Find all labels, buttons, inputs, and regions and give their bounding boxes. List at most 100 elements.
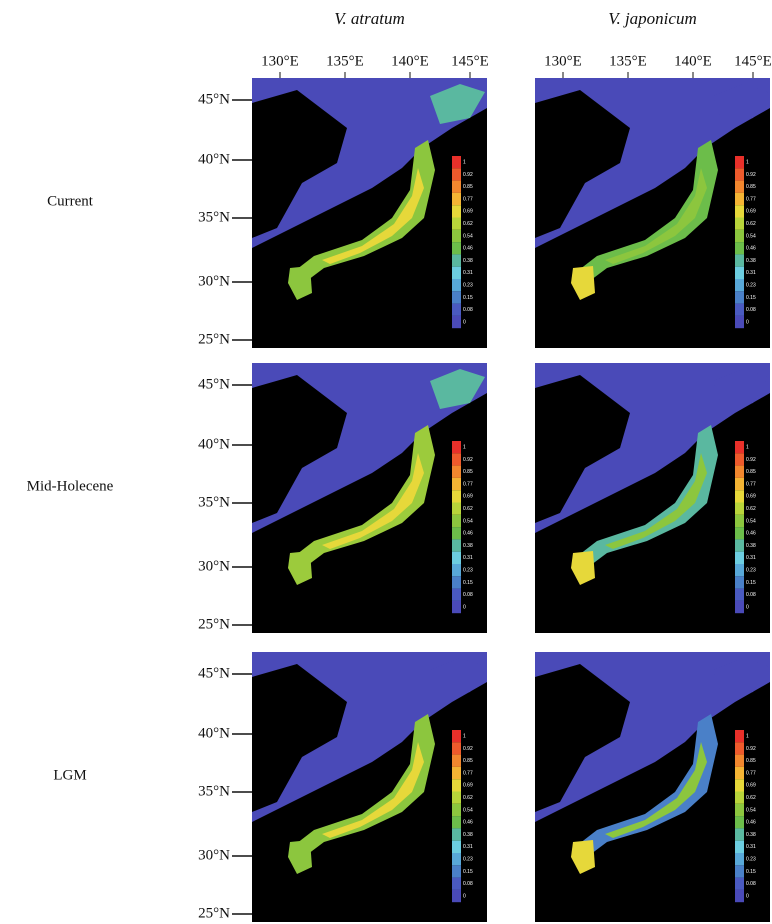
x-tick-label: 145°E	[451, 53, 489, 69]
colorbar-swatch	[735, 755, 744, 767]
map-panel: 10.920.850.770.690.620.540.460.380.310.2…	[252, 652, 487, 922]
colorbar-swatch	[735, 267, 744, 279]
colorbar-label: 0.54	[746, 233, 756, 239]
x-tick-label: 145°E	[734, 53, 772, 69]
colorbar-label: 0.77	[746, 770, 756, 776]
colorbar-swatch	[735, 453, 744, 465]
colorbar-swatch	[452, 242, 461, 254]
colorbar-swatch	[735, 156, 744, 168]
colorbar-label: 0.08	[746, 881, 756, 887]
colorbar-swatch	[452, 218, 461, 230]
colorbar-label: 0.46	[463, 820, 473, 826]
colorbar-label: 0.08	[746, 592, 756, 598]
colorbar-label: 1	[746, 733, 749, 739]
colorbar-swatch	[452, 466, 461, 478]
colorbar-label: 1	[463, 444, 466, 450]
x-tick-label: 135°E	[609, 53, 647, 69]
colorbar-label: 0.31	[746, 270, 756, 276]
colorbar-swatch	[452, 779, 461, 791]
colorbar-label: 0.08	[746, 307, 756, 313]
colorbar-swatch	[452, 453, 461, 465]
colorbar-swatch	[735, 552, 744, 564]
colorbar-swatch	[735, 168, 744, 180]
colorbar-label: 0.46	[463, 246, 473, 252]
colorbar-label: 0.31	[746, 555, 756, 561]
column-title: V. atratum	[334, 9, 405, 28]
colorbar-label: 1	[463, 159, 466, 165]
colorbar-label: 0.54	[463, 233, 473, 239]
colorbar-swatch	[452, 841, 461, 853]
colorbar-label: 0.62	[463, 506, 473, 512]
colorbar-swatch	[452, 205, 461, 217]
colorbar-label: 0.15	[746, 295, 756, 301]
colorbar-label: 0.31	[463, 555, 473, 561]
colorbar-swatch	[452, 828, 461, 840]
colorbar-label: 0.77	[463, 770, 473, 776]
colorbar-label: 0	[746, 604, 749, 610]
map-panel: 10.920.850.770.690.620.540.460.380.310.2…	[252, 78, 487, 348]
row-label: Mid-Holecene	[27, 478, 114, 494]
colorbar-swatch	[452, 441, 461, 453]
colorbar-swatch	[452, 816, 461, 828]
colorbar-swatch	[735, 291, 744, 303]
colorbar-label: 0.08	[463, 307, 473, 313]
colorbar-swatch	[735, 515, 744, 527]
colorbar-label: 0.85	[463, 758, 473, 764]
colorbar-label: 0.92	[463, 172, 473, 178]
colorbar-label: 0.15	[463, 580, 473, 586]
colorbar-swatch	[452, 853, 461, 865]
map-panel: 10.920.850.770.690.620.540.460.380.310.2…	[252, 363, 487, 633]
x-tick-label: 140°E	[391, 53, 429, 69]
colorbar-swatch	[735, 853, 744, 865]
colorbar-label: 0.38	[463, 832, 473, 838]
colorbar-label: 0	[463, 604, 466, 610]
map-panel: 10.920.850.770.690.620.540.460.380.310.2…	[535, 363, 770, 633]
colorbar-label: 0.54	[746, 518, 756, 524]
colorbar-swatch	[735, 490, 744, 502]
colorbar-swatch	[735, 841, 744, 853]
colorbar-swatch	[735, 230, 744, 242]
colorbar-label: 0	[746, 319, 749, 325]
colorbar-swatch	[452, 890, 461, 902]
colorbar-swatch	[735, 742, 744, 754]
colorbar-label: 0.92	[746, 172, 756, 178]
colorbar-swatch	[452, 576, 461, 588]
colorbar-swatch	[452, 878, 461, 890]
colorbar-label: 0.38	[463, 543, 473, 549]
colorbar-label: 0.23	[463, 567, 473, 573]
colorbar-swatch	[452, 279, 461, 291]
colorbar-label: 0.69	[463, 783, 473, 789]
colorbar-swatch	[735, 181, 744, 193]
colorbar-label: 0	[463, 893, 466, 899]
colorbar-label: 0	[746, 893, 749, 899]
colorbar-swatch	[452, 589, 461, 601]
colorbar-label: 0.92	[746, 746, 756, 752]
colorbar-swatch	[452, 168, 461, 180]
colorbar-label: 0.38	[746, 832, 756, 838]
colorbar-swatch	[452, 552, 461, 564]
colorbar-label: 0.54	[746, 807, 756, 813]
colorbar-label: 0.69	[463, 494, 473, 500]
colorbar-swatch	[452, 267, 461, 279]
colorbar-swatch	[735, 865, 744, 877]
y-tick-label: 25°N	[198, 905, 230, 921]
x-tick-label: 130°E	[544, 53, 582, 69]
colorbar-label: 0.08	[463, 592, 473, 598]
colorbar-label: 0.92	[463, 746, 473, 752]
x-tick-label: 135°E	[326, 53, 364, 69]
colorbar-swatch	[735, 576, 744, 588]
colorbar-swatch	[452, 230, 461, 242]
map-panel: 10.920.850.770.690.620.540.460.380.310.2…	[535, 78, 770, 348]
colorbar-swatch	[452, 254, 461, 266]
colorbar-swatch	[452, 767, 461, 779]
colorbar-swatch	[735, 890, 744, 902]
colorbar-label: 0.46	[746, 820, 756, 826]
colorbar-label: 0.31	[463, 844, 473, 850]
colorbar-swatch	[452, 564, 461, 576]
colorbar-label: 0.85	[746, 758, 756, 764]
colorbar-label: 0.85	[463, 184, 473, 190]
colorbar-label: 0.38	[746, 258, 756, 264]
y-tick-label: 35°N	[198, 783, 230, 799]
colorbar-label: 0.92	[463, 457, 473, 463]
colorbar-label: 0.54	[463, 518, 473, 524]
